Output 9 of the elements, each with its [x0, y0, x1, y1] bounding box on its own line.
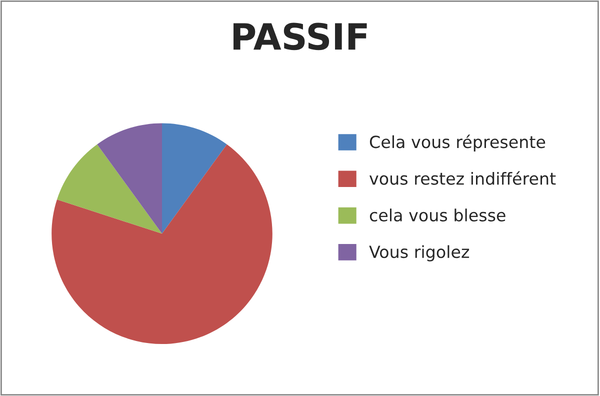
chart-title: PASSIF [234, 22, 367, 50]
legend-label: cela vous blesse [370, 208, 506, 222]
legend-label: Vous rigolez [369, 245, 470, 262]
pie-slice [52, 144, 272, 344]
legend-label: Cela vous répresente [370, 134, 546, 152]
pie-slice [57, 144, 162, 234]
pie-slice [97, 123, 162, 234]
pie-slice [162, 123, 227, 234]
legend-label: vous restez indifférent [369, 171, 556, 185]
